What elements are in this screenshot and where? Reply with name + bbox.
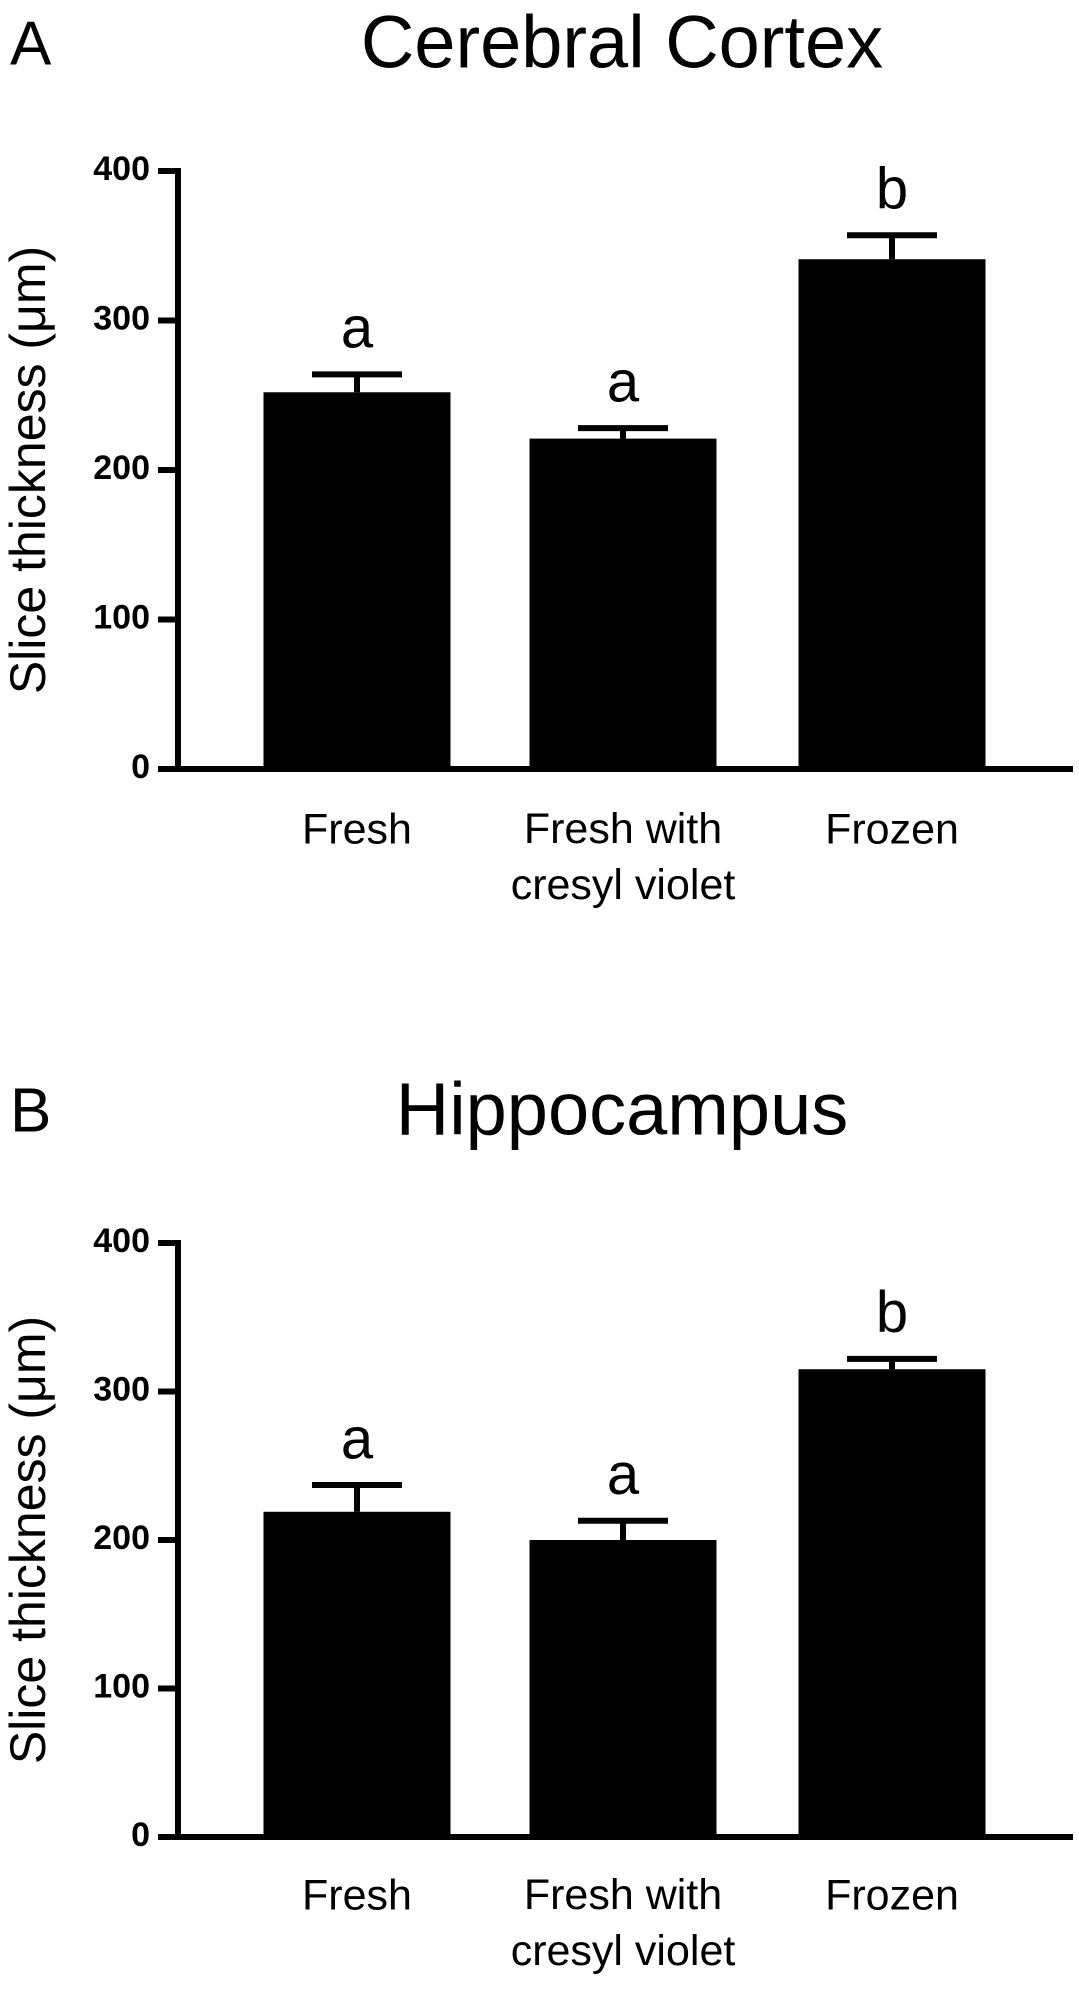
- y-tick-label: 100: [93, 598, 150, 636]
- bar: [529, 438, 717, 769]
- bar: [798, 1369, 986, 1837]
- x-tick-label: Fresh: [302, 805, 412, 853]
- y-tick-label: 400: [93, 1222, 150, 1260]
- y-axis-label: Slice thickness (μm): [0, 246, 56, 694]
- x-tick-label: Frozen: [825, 1871, 959, 1919]
- x-tick-label: Fresh: [302, 1871, 412, 1919]
- bar: [263, 392, 451, 769]
- y-tick-label: 200: [93, 449, 150, 487]
- y-tick-label: 200: [93, 1519, 150, 1557]
- significance-letter: b: [876, 157, 908, 222]
- y-tick-label: 400: [93, 150, 150, 188]
- panel-label: A: [10, 9, 52, 78]
- x-tick-label: Fresh with cresyl violet: [511, 1871, 736, 1975]
- bar: [263, 1511, 451, 1837]
- significance-letter: a: [341, 1406, 374, 1471]
- chart-title: Cerebral Cortex: [361, 1, 883, 84]
- x-tick-label: Frozen: [825, 805, 959, 853]
- significance-letter: a: [341, 296, 374, 361]
- panel-label: B: [10, 1076, 51, 1145]
- bar: [798, 259, 986, 769]
- significance-letter: a: [607, 1442, 640, 1507]
- x-tick-label: Fresh with cresyl violet: [511, 805, 736, 909]
- y-tick-label: 100: [93, 1667, 150, 1705]
- y-tick-label: 0: [131, 748, 150, 786]
- chart-title: Hippocampus: [396, 1068, 848, 1151]
- y-axis-label: Slice thickness (μm): [0, 1316, 56, 1764]
- significance-letter: b: [876, 1280, 908, 1345]
- significance-letter: a: [607, 349, 640, 414]
- y-tick-label: 0: [131, 1816, 150, 1854]
- y-tick-label: 300: [93, 299, 150, 337]
- bar: [529, 1540, 717, 1837]
- y-tick-label: 300: [93, 1370, 150, 1408]
